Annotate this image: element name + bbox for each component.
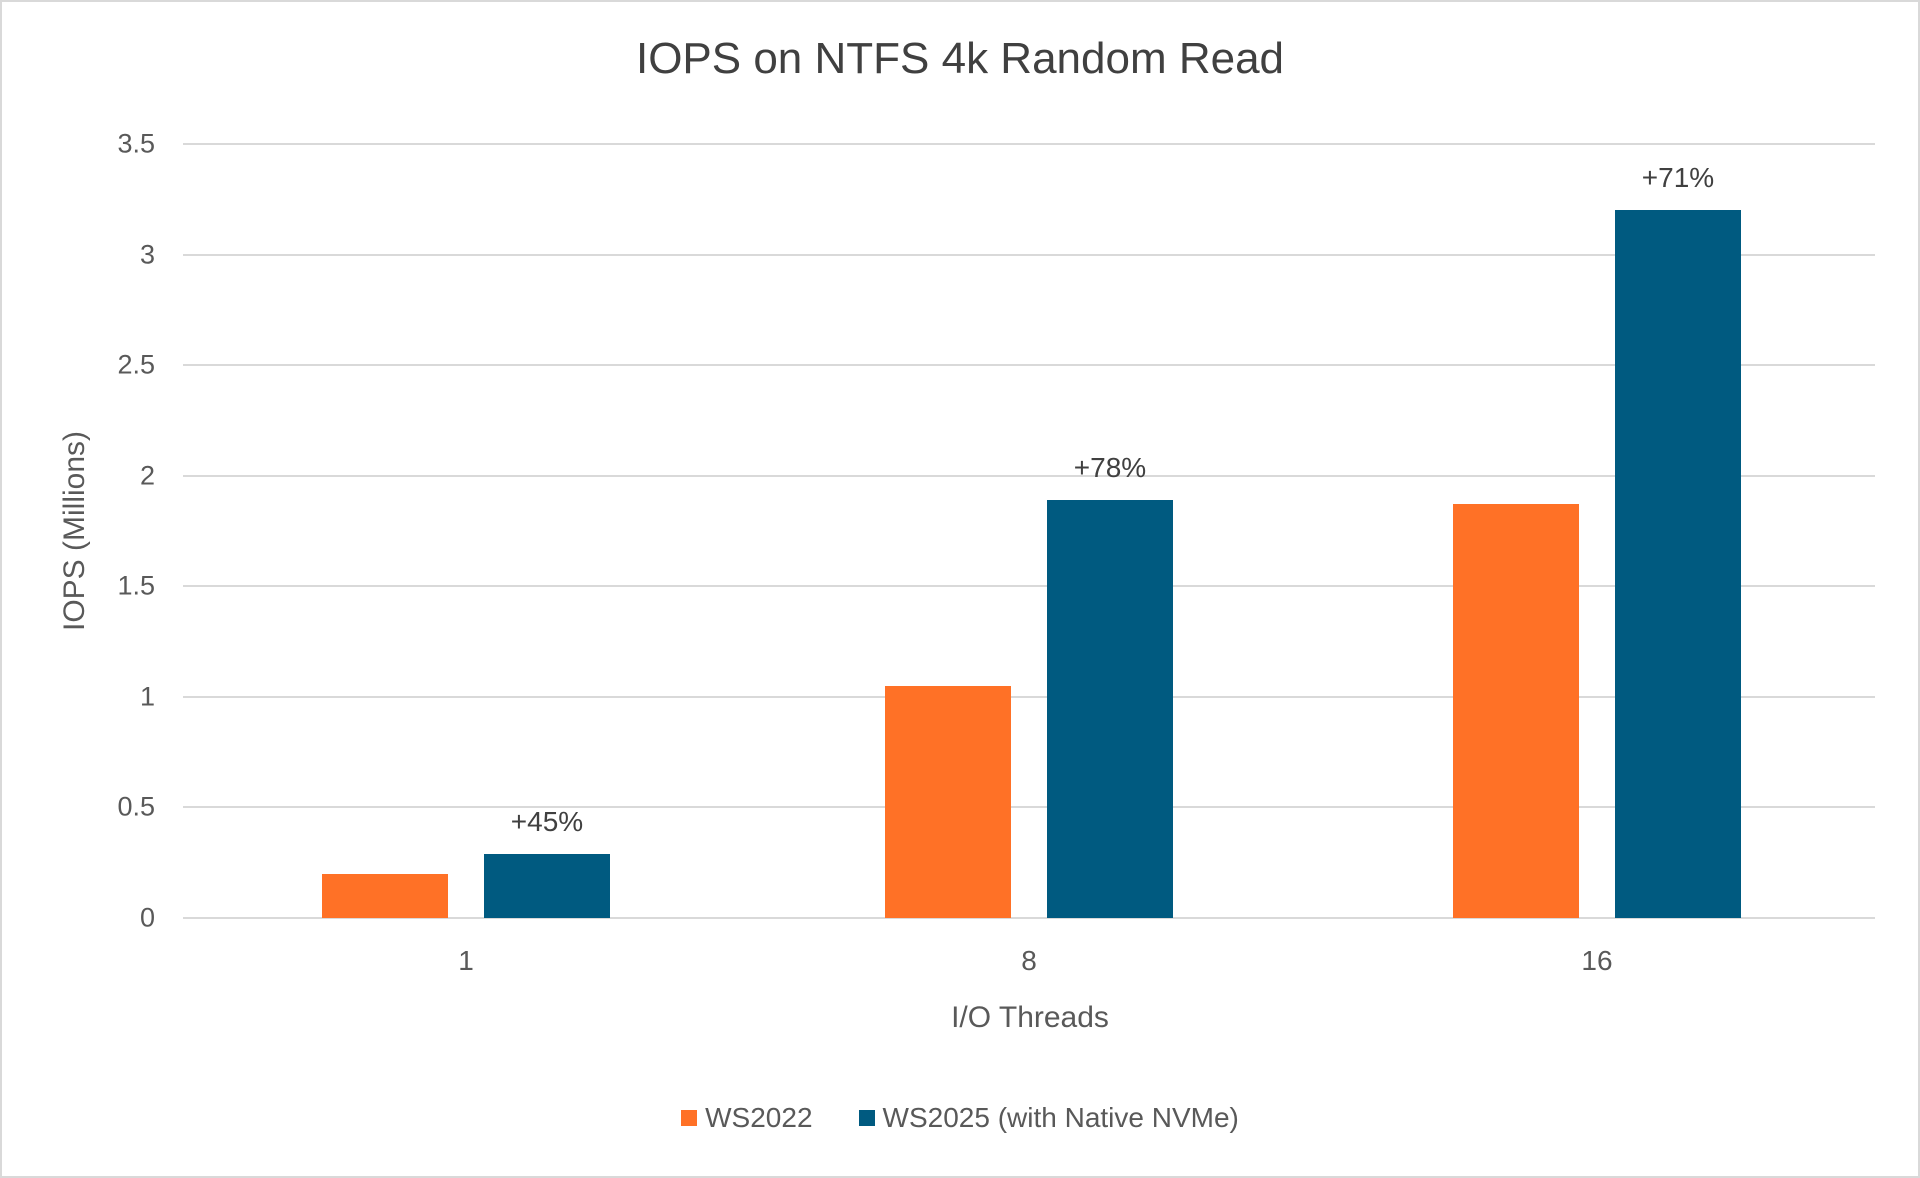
gridline xyxy=(183,143,1875,145)
legend-label: WS2022 xyxy=(705,1102,813,1133)
legend-item-ws2022[interactable]: WS2022 xyxy=(681,1102,813,1134)
legend-swatch-ws2025 xyxy=(858,1110,875,1126)
x-tick-label: 16 xyxy=(1581,945,1613,976)
bar-ws2022-1[interactable] xyxy=(322,873,448,918)
y-tick-label: 0 xyxy=(139,902,155,933)
x-tick-label: 1 xyxy=(458,945,474,976)
y-tick-label: 1 xyxy=(139,681,155,712)
bar-ws2022-16[interactable] xyxy=(1453,504,1579,918)
gridline xyxy=(183,253,1875,256)
y-tick-label: 1.5 xyxy=(117,570,155,601)
y-tick-label: 2.5 xyxy=(117,349,155,380)
bar-ws2022-8[interactable] xyxy=(885,685,1011,918)
plot-area xyxy=(183,143,1875,919)
legend-swatch-ws2022 xyxy=(681,1110,698,1126)
gridline xyxy=(183,364,1875,367)
chart-title: IOPS on NTFS 4k Random Read xyxy=(635,34,1285,83)
data-label: +45% xyxy=(510,805,584,837)
gridline xyxy=(183,585,1875,588)
gridline xyxy=(183,695,1875,698)
data-label: +71% xyxy=(1641,162,1715,194)
y-tick-label: 2 xyxy=(139,460,155,491)
gridline xyxy=(183,474,1875,477)
legend: WS2022 WS2025 (with Native NVMe) xyxy=(0,1102,1920,1134)
x-tick-label: 8 xyxy=(1021,945,1037,976)
data-label: +78% xyxy=(1073,452,1147,484)
legend-label: WS2025 (with Native NVMe) xyxy=(882,1102,1239,1133)
y-tick-label: 0.5 xyxy=(117,791,155,822)
bar-ws2025-1[interactable] xyxy=(484,853,610,918)
bar-ws2025-16[interactable] xyxy=(1615,210,1741,918)
gridline xyxy=(183,806,1875,809)
bar-ws2025-8[interactable] xyxy=(1047,500,1173,918)
x-axis-title: I/O Threads xyxy=(951,1001,1109,1034)
gridline xyxy=(183,917,1875,919)
legend-item-ws2025[interactable]: WS2025 (with Native NVMe) xyxy=(858,1102,1239,1134)
y-tick-label: 3.5 xyxy=(117,128,155,159)
y-tick-label: 3 xyxy=(139,239,155,270)
